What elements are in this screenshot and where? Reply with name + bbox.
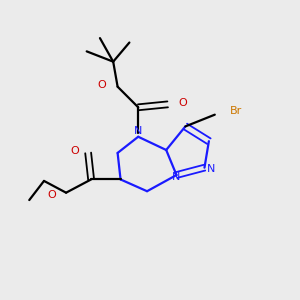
Text: O: O (179, 98, 188, 108)
Text: O: O (70, 146, 79, 156)
Text: N: N (171, 172, 180, 182)
Text: N: N (206, 164, 215, 174)
Text: O: O (48, 190, 56, 200)
Text: Br: Br (230, 106, 242, 116)
Text: N: N (134, 126, 142, 136)
Text: O: O (97, 80, 106, 90)
